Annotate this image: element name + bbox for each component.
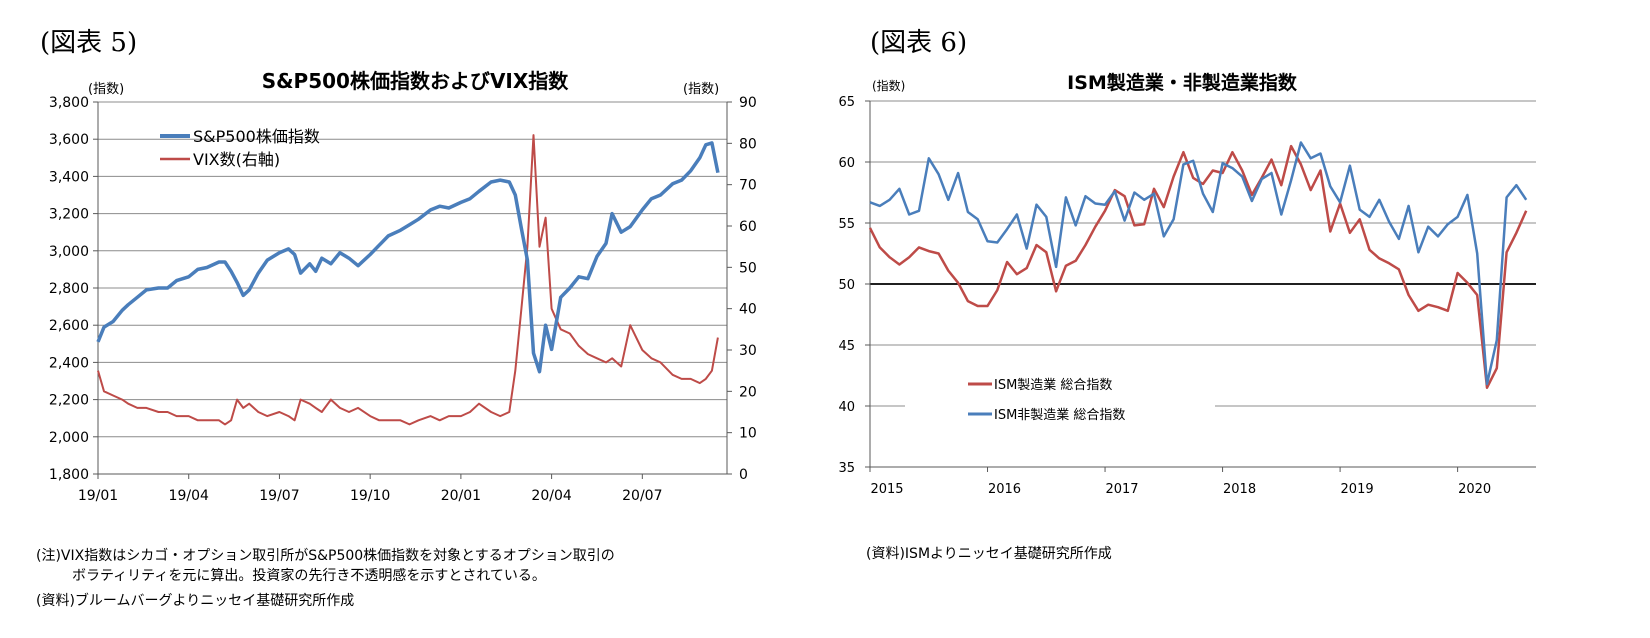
- chart2-legend-box: [905, 372, 1215, 430]
- chart1-y-tick-label: 3,600: [49, 132, 89, 148]
- chart2-series-nonmanufacturing-line: [869, 141, 1528, 386]
- chart1-legend-label-vix: VIX数(右軸): [193, 150, 280, 169]
- chart1-y-tick-label: 2,600: [49, 318, 89, 334]
- chart1-y2-tick-label: 80: [739, 136, 757, 152]
- chart1-y-tick-label: 2,200: [49, 393, 89, 409]
- chart1-y-tick-label: 2,400: [49, 355, 89, 371]
- chart1-y-tick-label: 3,800: [49, 95, 89, 111]
- source-note-1: (資料)ブルームバーグよりニッセイ基礎研究所作成: [36, 593, 355, 609]
- chart1-y2-tick-label: 40: [739, 302, 757, 318]
- chart2-title: ISM製造業・非製造業指数: [1067, 71, 1298, 94]
- chart1-y2-tick-label: 30: [739, 343, 757, 359]
- chart2-x-tick-label: 2019: [1341, 482, 1374, 497]
- chart2-x-tick-label: 2020: [1458, 482, 1491, 497]
- chart1-x-tick-label: 19/10: [350, 488, 390, 504]
- chart1-x-tick-label: 20/01: [441, 488, 481, 504]
- chart1-y2-tick-label: 70: [739, 178, 757, 194]
- chart1-y2-axis-title: (指数): [683, 82, 719, 97]
- chart1-y2-tick-label: 20: [739, 384, 757, 400]
- chart2-y-axis-title: (指数): [872, 78, 905, 93]
- chart2-y-tick-label: 60: [838, 156, 855, 171]
- chart1-x-tick-label: 19/04: [169, 488, 209, 504]
- chart2-legend-label-manufacturing: ISM製造業 総合指数: [994, 377, 1112, 393]
- chart2-legend-label-nonmanufacturing: ISM非製造業 総合指数: [994, 407, 1125, 423]
- chart2-series-manufacturing-line: [868, 144, 1528, 389]
- chart2-x-tick-label: 2015: [870, 482, 903, 497]
- chart1-y2-tick-label: 10: [739, 426, 757, 442]
- figure-5-label: (図表 5): [40, 28, 138, 58]
- chart1-y2-tick-label: 50: [739, 260, 757, 276]
- chart2-y-tick-label: 65: [838, 95, 855, 110]
- chart1-x-tick-label: 20/07: [622, 488, 662, 504]
- chart1-y-tick-label: 2,800: [49, 281, 89, 297]
- note-line-2: ボラティリティを元に算出。投資家の先行き不透明感を示すとされている。: [72, 568, 546, 584]
- source-note-2: (資料)ISMよりニッセイ基礎研究所作成: [866, 546, 1112, 562]
- chart1-y-tick-label: 3,000: [49, 244, 89, 260]
- chart2-y-tick-label: 50: [838, 278, 855, 293]
- chart1-y-tick-label: 1,800: [49, 467, 89, 483]
- chart1-title: S&P500株価指数およびVIX指数: [262, 69, 570, 93]
- chart1-y-tick-label: 3,200: [49, 207, 89, 223]
- figure-6-label: (図表 6): [870, 28, 968, 58]
- chart1-y-tick-label: 2,000: [49, 430, 89, 446]
- chart2-y-tick-label: 45: [838, 339, 855, 354]
- chart1-y2-tick-label: 90: [739, 95, 757, 111]
- chart1-y2-tick-label: 60: [739, 219, 757, 235]
- chart1-y2-tick-label: 0: [739, 467, 748, 483]
- chart1-series-vix-line: [97, 134, 719, 426]
- note-line-1: (注)VIX指数はシカゴ・オプション取引所がS&P500株価指数を対象とするオプ…: [36, 548, 615, 564]
- chart2-x-tick-label: 2017: [1105, 482, 1138, 497]
- chart1-x-tick-label: 20/04: [531, 488, 571, 504]
- chart1-x-tick-label: 19/01: [78, 488, 118, 504]
- chart1-series-sp500-line: [96, 141, 720, 374]
- chart1-x-tick-label: 19/07: [259, 488, 299, 504]
- chart1-y-axis-title: (指数): [88, 82, 124, 97]
- chart2-x-tick-label: 2016: [988, 482, 1021, 497]
- chart2-x-tick-label: 2018: [1223, 482, 1256, 497]
- chart1-legend-label-sp500: S&P500株価指数: [193, 127, 320, 146]
- chart2-y-tick-label: 55: [838, 217, 855, 232]
- chart1-y-tick-label: 3,400: [49, 169, 89, 185]
- chart2-y-tick-label: 40: [838, 400, 855, 415]
- chart2-y-tick-label: 35: [838, 461, 855, 476]
